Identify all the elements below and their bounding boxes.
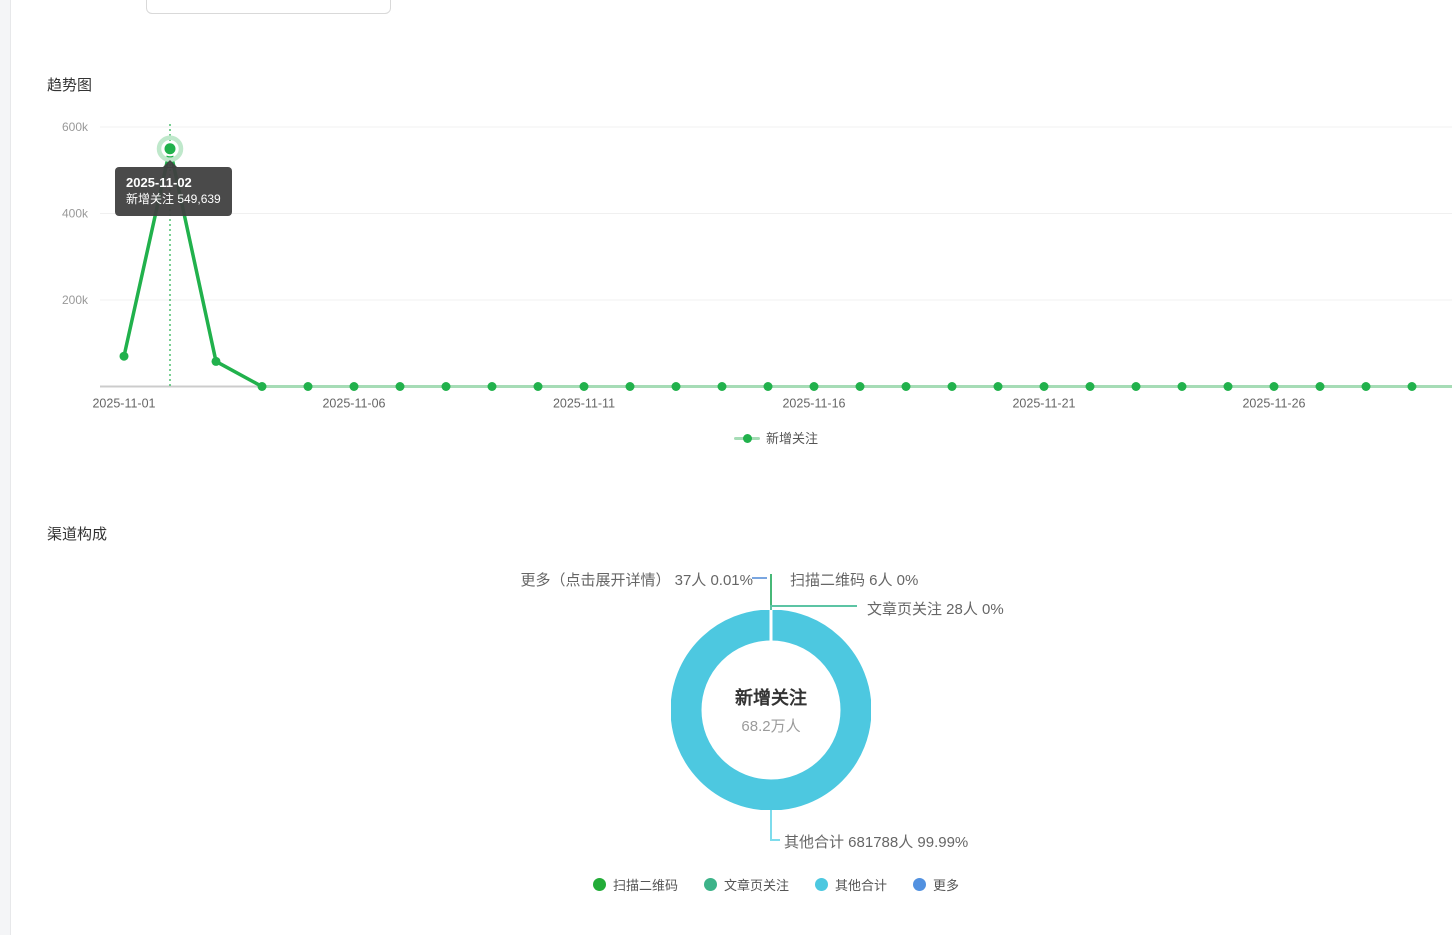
donut-legend: 扫描二维码 文章页关注 其他合计 更多 [100,875,1452,894]
channel-section-title: 渠道构成 [47,526,108,543]
x-axis-tick-label: 2025-11-26 [1242,397,1305,411]
leader-line-more [752,577,767,579]
donut-legend-item[interactable]: 更多 [913,875,959,894]
data-point[interactable] [533,382,543,391]
chart-tooltip: 2025-11-02 新增关注 549,639 [115,160,232,216]
data-point[interactable] [671,382,681,391]
trend-line-chart: 200k 400k 600k 2025-11-01 2025-11-06 2025-11-… [62,120,1452,411]
donut-legend-label: 文章页关注 [723,878,789,893]
data-point[interactable] [303,382,313,391]
trend-legend: 新增关注 [100,428,1452,447]
trend-line-light [122,148,1452,388]
x-axis-tick-label: 2025-11-01 [92,397,155,411]
data-point[interactable] [257,382,267,391]
donut-callout-more[interactable]: 更多（点击展开详情） 37人 0.01% [520,572,753,589]
tooltip-caret [162,160,178,168]
data-point[interactable] [1361,382,1371,391]
tooltip-value: 新增关注 549,639 [126,192,221,206]
tooltip-date: 2025-11-02 [126,175,192,190]
data-point[interactable] [717,382,727,391]
trend-line [122,148,263,389]
data-point[interactable] [1177,382,1187,391]
donut-legend-item[interactable]: 其他合计 [815,875,887,894]
x-axis-tick-label: 2025-11-06 [322,397,385,411]
donut-legend-label: 更多 [933,878,960,893]
data-point[interactable] [1407,382,1417,391]
data-point[interactable] [1315,382,1325,391]
data-point[interactable] [1039,382,1049,391]
x-axis-tick-label: 2025-11-16 [782,397,845,411]
y-axis-tick-label: 600k [62,120,89,134]
data-point[interactable] [855,382,865,391]
date-range-selector-partial[interactable] [146,0,391,14]
data-point[interactable] [993,382,1003,391]
legend-dot-icon [703,878,717,891]
legend-dot-icon [592,878,606,891]
data-point[interactable] [901,382,911,391]
leader-line-others-foot [770,839,780,841]
donut-legend-label: 其他合计 [835,878,888,893]
line-series-marker-icon [733,431,760,445]
donut-ring-others[interactable] [671,610,871,810]
donut-legend-item[interactable]: 文章页关注 [703,875,789,894]
left-frame-strip [0,0,11,935]
x-axis-tick-label: 2025-11-21 [1012,397,1075,411]
data-point[interactable] [487,382,497,391]
leader-line-article-h [772,605,857,607]
donut-legend-label: 扫描二维码 [612,878,678,893]
data-point[interactable] [1223,382,1233,391]
trend-section-title: 趋势图 [47,77,93,94]
y-axis-tick-label: 200k [62,293,89,307]
channel-donut-chart[interactable] [671,610,871,810]
data-point[interactable] [1085,382,1095,391]
leader-line-qr [770,574,772,605]
trend-legend-item[interactable]: 新增关注 [733,428,818,447]
data-point[interactable] [441,382,451,391]
data-point[interactable] [211,356,221,366]
donut-legend-item[interactable]: 扫描二维码 [592,875,678,894]
data-point[interactable] [947,382,957,391]
highlight-halo [156,135,184,163]
trend-legend-label: 新增关注 [765,431,818,446]
donut-callout-qr: 扫描二维码 6人 0% [790,572,919,589]
leader-line-others [770,808,772,841]
donut-callout-others: 其他合计 681788人 99.99% [784,834,969,851]
data-point[interactable] [395,382,405,391]
data-point[interactable] [763,382,773,391]
legend-dot-icon [913,878,927,891]
legend-dot-icon [815,878,828,891]
data-point[interactable] [625,382,635,391]
data-point[interactable] [119,351,129,361]
donut-callout-article: 文章页关注 28人 0% [867,601,1004,618]
highlight-dot[interactable] [164,143,176,155]
data-point[interactable] [579,382,589,391]
y-axis-tick-label: 400k [62,207,89,221]
data-point[interactable] [349,382,359,391]
data-point[interactable] [1269,382,1279,391]
data-point[interactable] [809,382,819,391]
data-point[interactable] [1131,382,1141,391]
x-axis-tick-label: 2025-11-11 [553,397,615,411]
